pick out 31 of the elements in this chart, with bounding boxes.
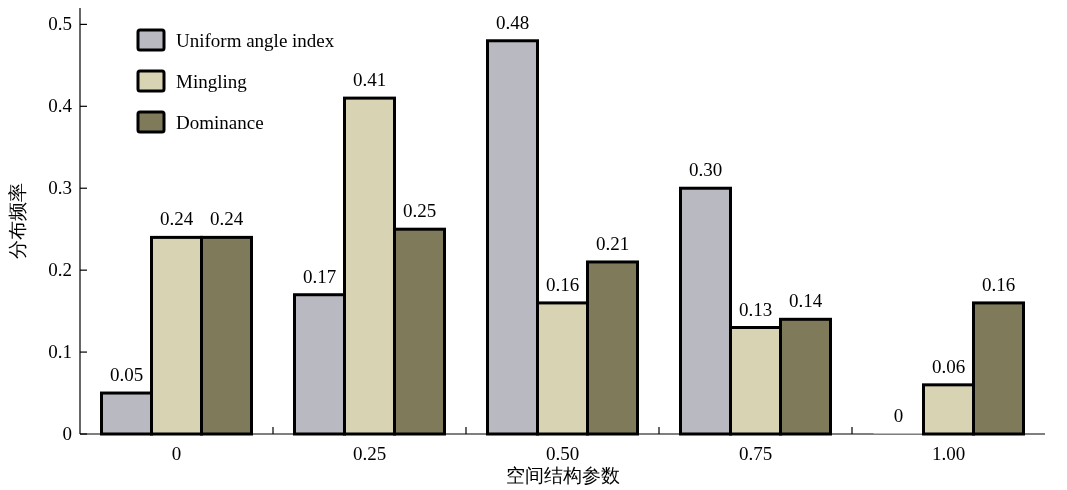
data-label: 0.13 bbox=[738, 298, 773, 320]
x-tick-label: 0.25 bbox=[352, 443, 387, 464]
data-label: 0 bbox=[893, 405, 904, 426]
x-tick-label: 1.00 bbox=[931, 443, 966, 464]
x-tick-label: 0.75 bbox=[738, 443, 773, 464]
x-tick-label: 0 bbox=[171, 443, 182, 464]
data-label: 0.25 bbox=[402, 200, 437, 222]
x-axis-title: 空间结构参数 bbox=[505, 465, 620, 486]
y-tick-label: 0.5 bbox=[48, 13, 72, 35]
data-label: 0.41 bbox=[352, 69, 387, 91]
data-label: 0.24 bbox=[159, 208, 194, 230]
data-label: 0.16 bbox=[981, 273, 1016, 295]
y-tick-label: 0.2 bbox=[48, 259, 72, 281]
data-label: 0.30 bbox=[688, 159, 723, 181]
data-label: 0.14 bbox=[788, 290, 823, 312]
legend-label: Dominance bbox=[176, 112, 264, 133]
data-label: 0.06 bbox=[931, 355, 966, 377]
data-label: 0.05 bbox=[109, 364, 144, 386]
data-label: 0.16 bbox=[545, 273, 580, 295]
x-tick-label: 0.50 bbox=[545, 443, 580, 464]
y-tick-label: 0 bbox=[62, 423, 72, 444]
data-label: 0.24 bbox=[209, 208, 244, 230]
y-tick-label: 0.1 bbox=[48, 341, 72, 363]
legend-label: Mingling bbox=[176, 71, 248, 92]
y-tick-label: 0.3 bbox=[48, 177, 72, 199]
y-axis-title: 分布频率 bbox=[7, 183, 28, 259]
y-tick-label: 0.4 bbox=[48, 95, 73, 117]
legend-label: Uniform angle index bbox=[176, 30, 335, 51]
data-label: 0.17 bbox=[302, 265, 337, 287]
data-label: 0.48 bbox=[495, 11, 530, 33]
data-label: 0.21 bbox=[595, 232, 630, 254]
